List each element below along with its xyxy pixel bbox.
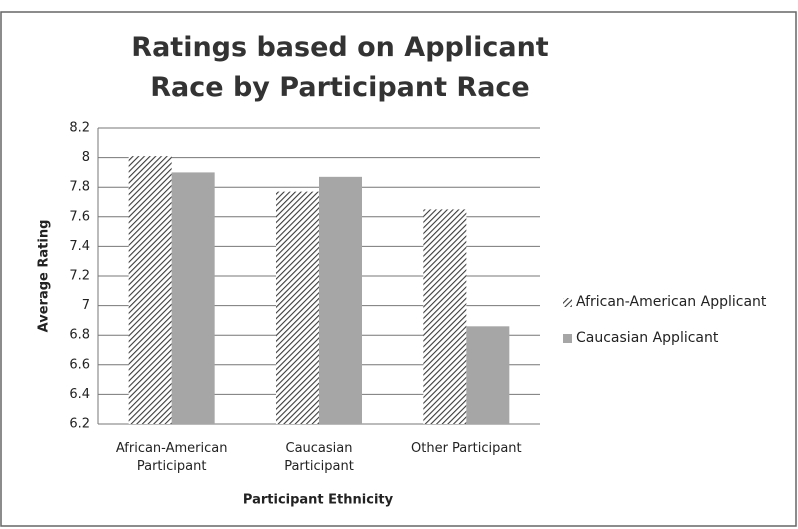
x-axis-label: Participant Ethnicity bbox=[243, 493, 394, 508]
bar bbox=[423, 209, 467, 424]
y-tick-label: 7.6 bbox=[69, 209, 90, 224]
y-tick-label: 7 bbox=[82, 298, 90, 313]
bar bbox=[128, 156, 172, 424]
x-tick-label: African-American Participant bbox=[115, 441, 228, 474]
chart-title: Ratings based on Applicant Race by Parti… bbox=[131, 32, 549, 103]
legend-swatch bbox=[563, 334, 572, 343]
x-tick-label: Other Participant bbox=[411, 441, 522, 456]
y-tick-label: 8.2 bbox=[69, 121, 90, 136]
y-tick-label: 7.4 bbox=[69, 239, 90, 254]
y-tick-label: 7.8 bbox=[69, 180, 90, 195]
legend-label: African-American Applicant bbox=[576, 294, 767, 310]
y-tick-label: 6.2 bbox=[69, 417, 90, 432]
y-tick-label: 6.4 bbox=[69, 387, 90, 402]
y-tick-label: 8 bbox=[82, 150, 90, 165]
legend-swatch bbox=[563, 298, 572, 307]
legend-label: Caucasian Applicant bbox=[576, 330, 719, 346]
x-tick-label: Caucasian Participant bbox=[284, 441, 354, 474]
y-tick-label: 6.6 bbox=[69, 357, 90, 372]
chart-border bbox=[0, 11, 797, 527]
bar bbox=[171, 172, 215, 424]
y-axis-label: Average Rating bbox=[37, 220, 52, 333]
bar bbox=[276, 191, 319, 424]
y-tick-label: 7.2 bbox=[69, 269, 90, 284]
bar bbox=[466, 326, 510, 424]
y-tick-label: 6.8 bbox=[69, 328, 90, 343]
bar bbox=[319, 176, 362, 424]
